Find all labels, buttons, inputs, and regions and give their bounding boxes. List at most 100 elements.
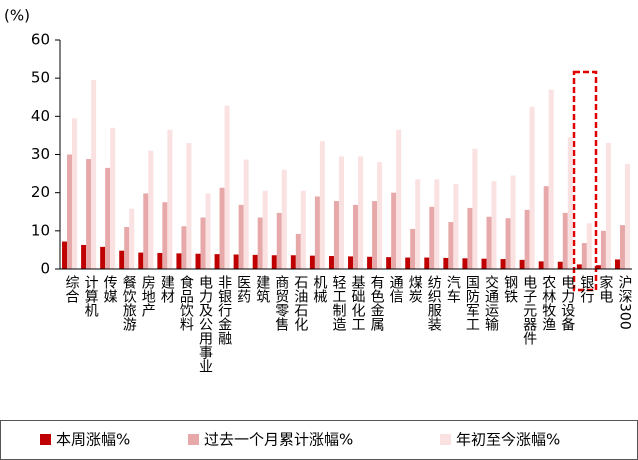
bar [100,246,106,269]
x-tick-label: 国防军工 [464,275,480,331]
bar [377,162,383,269]
bar [505,218,511,269]
x-tick-label: 综合 [64,275,80,303]
bar [338,156,344,269]
bar [386,257,392,269]
bar [524,209,530,269]
bar [491,181,497,269]
bar [72,118,78,269]
x-tick-label: 煤炭 [407,275,423,303]
x-tick-label: 房地产 [140,275,156,318]
bar [415,179,421,269]
y-tick-label: 20 [31,183,50,201]
y-tick-label: 60 [31,31,50,49]
x-tick-label: 机械 [311,275,327,303]
x-tick-label: 建材 [159,275,175,303]
bar [562,212,568,269]
bar [314,196,320,269]
y-tick-label: 30 [31,145,50,163]
bar [619,225,625,269]
bar [129,208,135,269]
x-tick-label: 农林牧渔 [540,275,556,331]
bar [624,164,630,269]
bar [309,255,315,269]
bar [271,255,277,269]
bar [472,148,478,269]
y-tick-label: 0 [40,260,50,278]
bar [391,192,397,269]
bar [181,226,187,269]
bar [219,187,225,269]
legend-swatch [40,434,51,445]
x-tick-label: 非银行金融 [216,275,232,345]
bar [443,257,449,269]
bar [453,183,459,269]
bar [157,252,163,269]
bar [519,259,525,269]
x-tick-label: 建筑 [254,275,270,304]
bar [595,265,601,269]
bar [62,241,68,269]
legend-swatch [440,434,451,445]
bar [176,253,182,269]
x-tick-label: 轻工制造 [330,275,346,332]
bar [319,141,325,269]
bar [486,216,492,269]
bar [290,255,296,269]
bar [567,137,573,269]
bar [300,190,306,269]
bar [481,258,487,269]
x-tick-label: 基础化工 [350,274,366,331]
x-tick-label: 交通运输 [483,274,499,331]
bar [538,261,544,269]
x-tick-label: 电力设备 [559,275,575,331]
bar [605,143,611,269]
bar [110,127,116,270]
bar [372,201,378,269]
bar [333,201,339,269]
bar [586,223,592,269]
x-tick-label: 通信 [388,275,404,303]
x-tick-label: 银行 [578,275,594,304]
bar [124,227,130,269]
x-tick-label: 商贸零售 [273,275,289,331]
bar [600,230,606,269]
bar [557,261,563,269]
x-tick-label: 纺织服装 [426,275,442,331]
bar [243,159,249,269]
bar [138,252,144,269]
bar [510,175,516,269]
bar [238,204,244,269]
bar [543,186,549,269]
bar [358,156,364,269]
x-tick-label: 电子元器件 [521,275,537,345]
bar [576,264,582,269]
legend-swatch [188,434,199,445]
x-tick-label: 有色金属 [369,275,385,331]
legend-label: 年初至今涨幅% [456,431,560,449]
bar [281,169,287,269]
y-tick-label: 40 [31,107,50,125]
x-tick-label: 食品饮料 [178,274,194,331]
legend-label: 过去一个月累计涨幅% [204,431,353,449]
bar [614,259,620,269]
bar [353,204,359,269]
bar [205,193,211,269]
bar [500,259,506,269]
x-tick-label: 餐饮旅游 [121,275,137,332]
bar [91,80,97,269]
bar [257,217,263,269]
bar [81,244,87,269]
y-tick-label: 50 [31,69,50,87]
bar [162,202,168,269]
bar [367,256,373,269]
bar [167,129,173,269]
bar [348,256,354,269]
bar [143,193,149,269]
bar [276,212,282,269]
bar [186,143,192,269]
bar [448,222,454,269]
x-tick-label: 汽车 [445,275,461,303]
y-axis-label: (%) [4,7,30,25]
